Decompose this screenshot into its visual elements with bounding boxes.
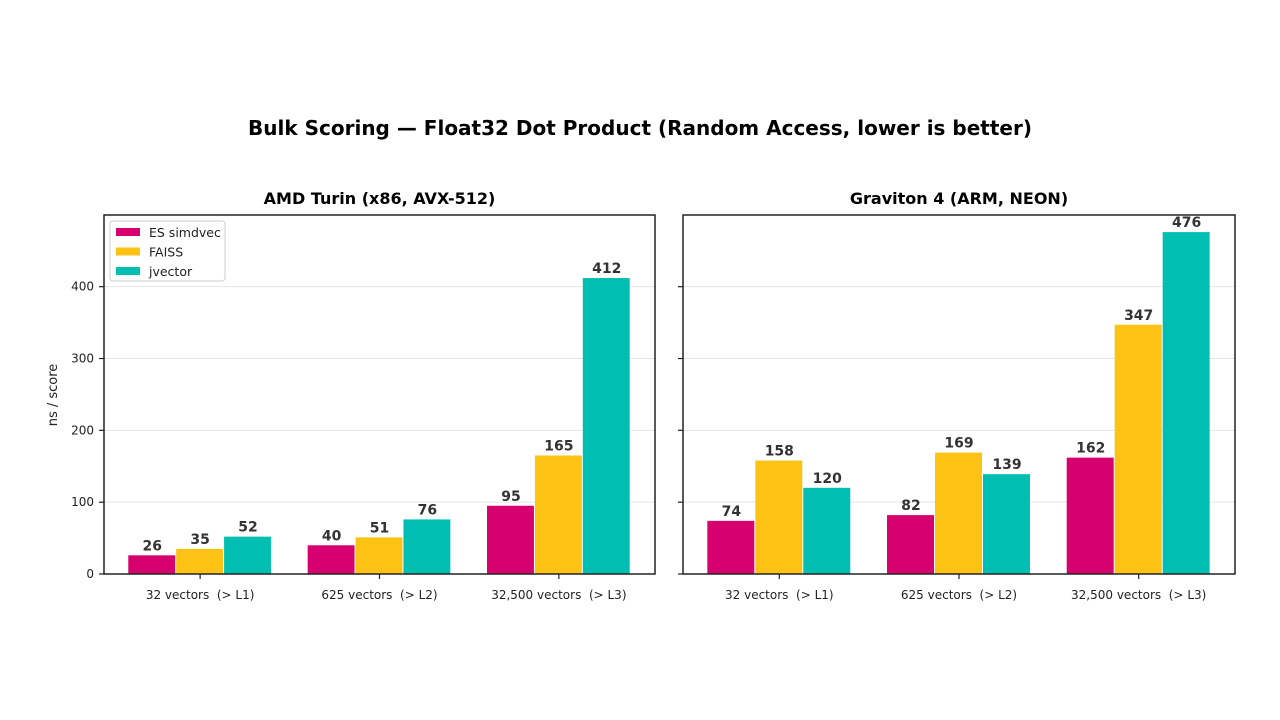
data-label: 120 — [813, 471, 842, 487]
legend-label: FAISS — [149, 245, 183, 260]
bar-es-simdvec — [307, 545, 355, 574]
y-tick-label: 400 — [71, 280, 94, 294]
x-tick-label: 32 vectors (> L1) — [725, 588, 834, 602]
x-tick-label: 32 vectors (> L1) — [146, 588, 255, 602]
bar-jvector — [982, 474, 1030, 574]
bar-jvector — [224, 536, 271, 574]
data-label: 162 — [1076, 441, 1105, 457]
bar-es-simdvec — [1066, 457, 1114, 574]
panel-title: AMD Turin (x86, AVX-512) — [264, 189, 496, 208]
y-tick-label: 300 — [71, 352, 94, 366]
legend-swatch — [116, 267, 140, 275]
panel-title: Graviton 4 (ARM, NEON) — [850, 189, 1068, 208]
bar-faiss — [355, 537, 403, 574]
bar-es-simdvec — [707, 520, 755, 574]
bar-jvector — [403, 519, 451, 574]
x-tick-label: 32,500 vectors (> L3) — [491, 588, 626, 602]
bar-jvector — [803, 487, 851, 574]
y-tick-label: 100 — [71, 495, 94, 509]
legend-swatch — [116, 247, 140, 256]
bar-faiss — [935, 452, 982, 574]
data-label: 476 — [1172, 215, 1201, 231]
data-label: 165 — [544, 438, 573, 454]
bar-faiss — [534, 455, 582, 574]
bar-es-simdvec — [887, 515, 935, 574]
y-tick-label: 200 — [71, 423, 94, 437]
data-label: 52 — [238, 520, 257, 536]
data-label: 74 — [722, 504, 742, 520]
data-label: 35 — [190, 532, 209, 548]
data-label: 95 — [501, 489, 520, 505]
x-tick-label: 32,500 vectors (> L3) — [1071, 588, 1206, 602]
data-label: 40 — [322, 528, 342, 544]
data-label: 139 — [992, 457, 1021, 473]
bar-faiss — [176, 548, 224, 574]
data-label: 26 — [143, 538, 162, 554]
legend-swatch — [116, 228, 140, 236]
legend-label: jvector — [148, 264, 193, 279]
data-label: 76 — [418, 502, 437, 518]
data-label: 82 — [901, 498, 920, 514]
x-tick-label: 625 vectors (> L2) — [901, 588, 1017, 602]
data-label: 412 — [592, 261, 621, 277]
bar-jvector — [582, 278, 630, 574]
data-label: 51 — [370, 520, 389, 536]
figure-title: Bulk Scoring — Float32 Dot Product (Rand… — [248, 116, 1032, 140]
data-label: 169 — [944, 436, 973, 452]
data-label: 158 — [765, 444, 794, 460]
y-tick-label: 0 — [86, 567, 94, 581]
legend-label: ES simdvec — [149, 225, 221, 240]
bar-jvector — [1162, 232, 1210, 574]
bar-es-simdvec — [128, 555, 176, 574]
y-axis-label: ns / score — [46, 364, 61, 427]
bar-faiss — [1114, 324, 1162, 574]
bar-es-simdvec — [487, 505, 534, 574]
x-tick-label: 625 vectors (> L2) — [321, 588, 437, 602]
bar-faiss — [755, 460, 803, 574]
data-label: 347 — [1124, 308, 1153, 324]
